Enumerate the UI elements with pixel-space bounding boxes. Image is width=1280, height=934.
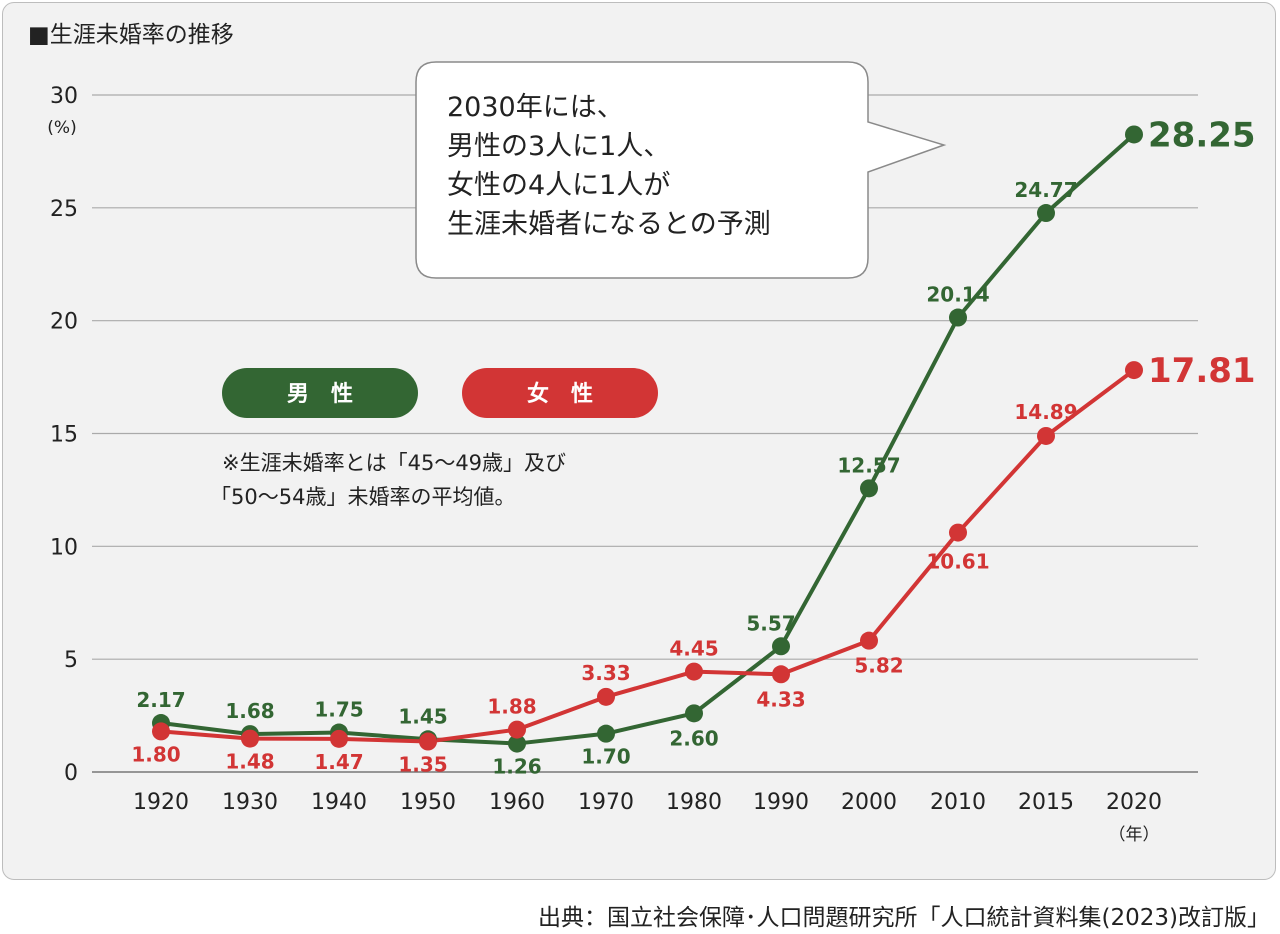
data-label-female: 1.88	[487, 695, 536, 719]
x-tick-label: 1970	[578, 790, 634, 815]
data-label-male: 1.45	[398, 704, 447, 728]
data-label-male: 12.57	[837, 453, 900, 477]
data-label-female: 1.35	[398, 753, 447, 777]
data-label-male: 2.60	[669, 726, 718, 750]
data-point-female	[597, 687, 615, 706]
data-point-female	[330, 729, 348, 748]
source-citation: 出典：国立社会保障･人口問題研究所「人口統計資料集(2023)改訂版」	[538, 905, 1270, 931]
x-tick-label: 2020	[1106, 790, 1162, 815]
callout-line: 2030年には、	[447, 92, 624, 123]
data-label-female: 4.33	[756, 687, 805, 711]
callout-line: 生涯未婚者になるとの予測	[447, 209, 771, 240]
x-tick-label: 1980	[666, 790, 722, 815]
data-label-female: 10.61	[926, 550, 989, 574]
y-tick-label: 10	[50, 535, 78, 560]
data-point-male	[508, 734, 526, 753]
x-tick-label: 2000	[841, 790, 897, 815]
x-tick-label: 1950	[400, 790, 456, 815]
data-point-male	[860, 479, 878, 498]
data-label-male: 2.17	[136, 688, 185, 712]
data-point-female	[860, 631, 878, 650]
legend-label-female: 女 性	[527, 381, 593, 407]
x-tick-label: 2015	[1018, 790, 1074, 815]
data-label-male: 1.75	[314, 698, 363, 722]
chart-title: ■生涯未婚率の推移	[28, 22, 234, 48]
y-tick-label: 20	[50, 310, 78, 335]
y-tick-label: 5	[64, 648, 78, 673]
legend-female	[462, 368, 658, 418]
data-label-female: 4.45	[669, 637, 718, 661]
data-label-male: 24.77	[1014, 178, 1077, 202]
note-line: 「50～54歳」未婚率の平均値。	[210, 485, 515, 509]
legend-label-male: 男 性	[287, 382, 353, 407]
x-tick-label: 2010	[930, 790, 986, 815]
data-point-female	[1037, 426, 1055, 445]
data-label-male: 5.57	[746, 611, 795, 635]
y-axis-unit: (%)	[47, 118, 76, 138]
data-label-female: 1.48	[225, 750, 274, 774]
legend-male	[222, 368, 418, 418]
data-point-male	[1125, 125, 1143, 144]
y-tick-label: 0	[64, 761, 78, 786]
data-point-female	[241, 729, 259, 748]
data-label-female: 1.80	[131, 742, 180, 766]
data-point-female	[419, 732, 437, 751]
data-label-female: 5.82	[854, 654, 903, 678]
series-line-female	[160, 368, 1136, 744]
x-tick-label: 1920	[133, 790, 189, 815]
data-point-female	[772, 665, 790, 684]
callout-line: 女性の4人に1人が	[447, 170, 670, 201]
callout-bubble	[415, 61, 947, 279]
x-tick-label: 1990	[753, 790, 809, 815]
y-tick-label: 25	[50, 197, 78, 222]
data-point-female	[1125, 361, 1143, 380]
data-point-female	[152, 722, 170, 741]
data-label-female: 1.47	[314, 750, 363, 774]
data-point-male	[949, 308, 967, 327]
data-label-female: 14.89	[1014, 400, 1077, 424]
data-label-female-final: 17.81	[1148, 351, 1256, 391]
data-label-male: 1.26	[492, 755, 541, 779]
data-point-female	[685, 662, 703, 681]
note-line: ※生涯未婚率とは「45～49歳」及び	[222, 451, 566, 475]
x-tick-label: 1940	[311, 790, 367, 815]
data-point-female	[949, 523, 967, 542]
data-point-male	[685, 704, 703, 723]
x-tick-label: 1960	[489, 790, 545, 815]
x-tick-label: 1930	[222, 790, 278, 815]
data-label-male: 1.70	[581, 745, 630, 769]
callout-line: 男性の3人に1人、	[447, 131, 670, 162]
data-point-male	[597, 724, 615, 743]
y-tick-label: 15	[50, 423, 78, 448]
series-line-male	[160, 132, 1136, 746]
data-label-male: 20.14	[926, 283, 989, 307]
x-axis-unit: （年）	[1109, 825, 1160, 845]
data-point-male	[772, 637, 790, 656]
data-label-female: 3.33	[581, 661, 630, 685]
data-point-female	[508, 720, 526, 739]
data-point-male	[1037, 204, 1055, 223]
y-tick-label: 30	[50, 84, 78, 109]
data-label-male: 1.68	[225, 699, 274, 723]
data-label-male-final: 28.25	[1148, 115, 1256, 155]
